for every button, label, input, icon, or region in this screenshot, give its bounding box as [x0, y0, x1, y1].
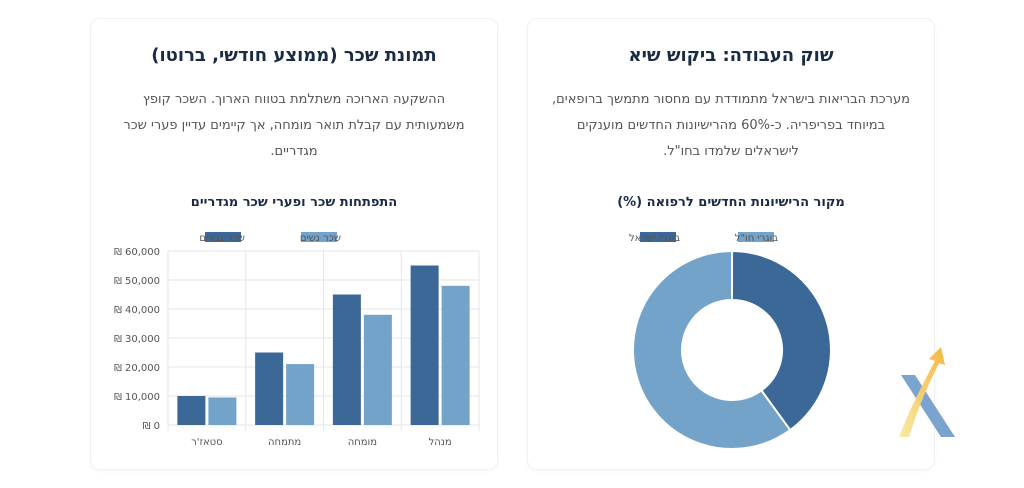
y-tick-label: ₪ 40,000 [114, 305, 160, 316]
legend-label-1: שכר גברים [199, 233, 245, 244]
wages-title: תמונת שכר (ממוצע חודשי, ברוטו) [151, 45, 437, 66]
x-tick-label: סטאז'ר [191, 437, 223, 448]
legend-label-2: בוגרי חו"ל [735, 233, 778, 244]
market-title: שוק העבודה: ביקוש שיא [628, 45, 834, 66]
y-tick-label: ₪ 0 [143, 421, 160, 432]
wages-card: תמונת שכר (ממוצע חודשי, ברוטו) ההשקעה הא… [90, 18, 498, 470]
legend-swatch-1 [640, 232, 676, 242]
brand-logo-icon [899, 347, 955, 437]
y-tick-label: ₪ 50,000 [114, 276, 160, 287]
bar-men-3 [332, 294, 361, 425]
donut-chart-title: מקור הרישיונות החדשים לרפואה (%) [617, 195, 845, 210]
bar-women-1 [208, 397, 237, 425]
market-text: מערכת הבריאות בישראל מתמודדת עם מחסור מת… [552, 92, 910, 159]
legend-label-1: בוגרי ישראל [629, 233, 680, 244]
donut-slice-2 [632, 249, 792, 450]
bar-men-2 [255, 352, 284, 425]
legend-swatch-2 [301, 232, 337, 242]
bar-men-1 [177, 396, 206, 425]
x-tick-label: מנהל [429, 437, 452, 448]
y-tick-label: ₪ 10,000 [114, 392, 160, 403]
bar-women-3 [363, 314, 392, 425]
license-donut-chart: בוגרי ישראל בוגרי חו"ל [629, 232, 832, 450]
legend-swatch-2 [738, 232, 774, 242]
bar-men-4 [410, 265, 439, 425]
bar-women-2 [286, 364, 315, 425]
wage-bar-chart: שכר גברים שכר נשים ₪ 0 ₪ 10,000 ₪ 20,000 ₪ 30… [114, 232, 480, 448]
y-tick-label: ₪ 30,000 [114, 334, 160, 345]
legend-label-2: שכר נשים [300, 233, 341, 244]
x-tick-label: מתמחה [268, 437, 301, 448]
legend-swatch-1 [205, 232, 241, 242]
market-card: שוק העבודה: ביקוש שיא מערכת הבריאות בישר… [527, 18, 935, 470]
donut-slice-1 [731, 249, 832, 432]
bar-women-4 [441, 285, 470, 425]
wages-text: ההשקעה הארוכה משתלמת בטווח הארוך. השכר ק… [123, 92, 465, 159]
bar-chart-title: התפתחות שכר ופערי שכר מגדריים [190, 195, 398, 210]
y-tick-label: ₪ 60,000 [114, 247, 160, 258]
y-tick-label: ₪ 20,000 [114, 363, 160, 374]
x-tick-label: מומחה [348, 437, 377, 448]
